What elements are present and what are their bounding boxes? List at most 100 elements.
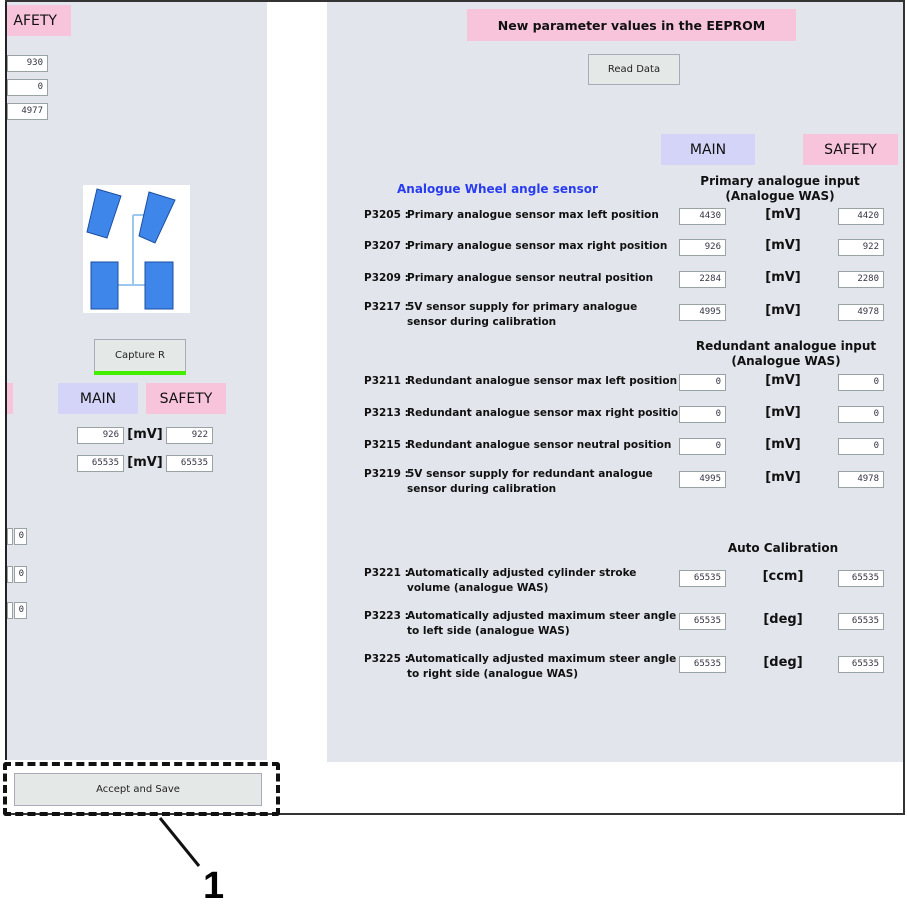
param-code: P3225 :: [364, 653, 409, 665]
unit-label: [mV]: [765, 405, 801, 420]
param-description: Redundant analogue sensor max left posit…: [407, 375, 678, 387]
param-description: Primary analogue sensor max right positi…: [407, 240, 668, 252]
header-line: Primary analogue input: [700, 174, 860, 188]
param-description: 5V sensor supply for redundant analogue: [407, 468, 653, 480]
callout-dashed-box: [3, 762, 280, 816]
param-description: Automatically adjusted cylinder stroke: [407, 567, 637, 579]
safety-value-field[interactable]: 922: [838, 239, 884, 256]
param-description: 5V sensor supply for primary analogue: [407, 301, 638, 313]
main-value-field[interactable]: 2284: [679, 271, 726, 288]
main-value-field[interactable]: 0: [679, 406, 726, 423]
main-value-field[interactable]: 4995: [679, 471, 726, 488]
main-value-field[interactable]: 0: [679, 374, 726, 391]
safety-value-field[interactable]: 65535: [838, 656, 884, 673]
param-description: sensor during calibration: [407, 316, 557, 328]
main-value-field[interactable]: 0: [679, 438, 726, 455]
main-value-field[interactable]: 65535: [679, 570, 726, 587]
eeprom-title: New parameter values in the EEPROM: [467, 9, 796, 41]
safety-label: SAFETY: [803, 134, 898, 165]
param-code: P3219 :: [364, 468, 409, 480]
unit-label: [mV]: [765, 303, 801, 318]
value-field[interactable]: 930: [7, 55, 48, 72]
param-description: Automatically adjusted maximum steer ang…: [407, 653, 677, 665]
safety-label-partial: AFETY: [7, 5, 71, 36]
param-code: P3215 :: [364, 439, 409, 451]
unit-label: [deg]: [763, 612, 803, 627]
param-code: P3223 :: [364, 610, 409, 622]
partial-field[interactable]: [7, 566, 13, 583]
safety-value-field[interactable]: 2280: [838, 271, 884, 288]
main-value-field[interactable]: 4430: [679, 208, 726, 225]
partial-field[interactable]: [7, 528, 13, 545]
callout-number: 1: [203, 865, 225, 907]
accept-and-save-button[interactable]: Accept and Save: [14, 773, 262, 806]
unit-label: [deg]: [763, 655, 803, 670]
main-value-field[interactable]: 65535: [679, 656, 726, 673]
redundant-input-header: Redundant analogue input (Analogue WAS): [686, 339, 886, 369]
param-description: to left side (analogue WAS): [407, 625, 570, 637]
main-value-field[interactable]: 65535: [77, 455, 124, 472]
main-value-field[interactable]: 926: [77, 427, 124, 444]
unit-label: [mV]: [127, 455, 163, 470]
param-code: P3209 :: [364, 272, 409, 284]
safety-label: SAFETY: [146, 383, 226, 414]
main-label: MAIN: [661, 134, 755, 165]
param-description: volume (analogue WAS): [407, 582, 549, 594]
header-line: (Analogue WAS): [725, 189, 835, 203]
param-description: sensor during calibration: [407, 483, 557, 495]
safety-value-field[interactable]: 922: [166, 427, 213, 444]
param-code: P3207 :: [364, 240, 409, 252]
safety-value-field[interactable]: 4420: [838, 208, 884, 225]
safety-value-field[interactable]: 65535: [166, 455, 213, 472]
small-value-field[interactable]: 0: [14, 566, 27, 583]
small-value-field[interactable]: 0: [14, 602, 27, 619]
header-line: Redundant analogue input: [695, 339, 877, 353]
unit-label: [mV]: [765, 470, 801, 485]
right-panel: [327, 2, 903, 762]
param-description: Primary analogue sensor neutral position: [407, 272, 654, 284]
pink-label-partial: [7, 383, 13, 414]
safety-value-field[interactable]: 4978: [838, 471, 884, 488]
param-code: P3213 :: [364, 407, 409, 419]
main-value-field[interactable]: 65535: [679, 613, 726, 630]
header-line: (Analogue WAS): [731, 354, 841, 368]
value-field[interactable]: 4977: [7, 103, 48, 120]
safety-value-field[interactable]: 65535: [838, 570, 884, 587]
unit-label: [mV]: [765, 373, 801, 388]
unit-label: [mV]: [127, 427, 163, 442]
safety-value-field[interactable]: 0: [838, 438, 884, 455]
param-code: P3221 :: [364, 567, 409, 579]
param-description: Redundant analogue sensor neutral positi…: [407, 439, 672, 451]
main-label: MAIN: [58, 383, 138, 414]
param-description: Redundant analogue sensor max right posi…: [407, 407, 686, 419]
small-value-field[interactable]: 0: [14, 528, 27, 545]
unit-label: [mV]: [765, 270, 801, 285]
param-description: Automatically adjusted maximum steer ang…: [407, 610, 677, 622]
unit-label: [mV]: [765, 437, 801, 452]
auto-calibration-header: Auto Calibration: [727, 541, 839, 555]
unit-label: [mV]: [765, 238, 801, 253]
safety-value-field[interactable]: 4978: [838, 304, 884, 321]
capture-indicator: [94, 371, 186, 375]
window-frame: [5, 0, 905, 815]
partial-field[interactable]: [7, 602, 13, 619]
safety-value-field[interactable]: 65535: [838, 613, 884, 630]
param-description: Primary analogue sensor max left positio…: [407, 209, 659, 221]
read-data-button[interactable]: Read Data: [588, 54, 680, 85]
main-value-field[interactable]: 926: [679, 239, 726, 256]
main-value-field[interactable]: 4995: [679, 304, 726, 321]
left-panel: [5, 0, 267, 760]
unit-label: [mV]: [765, 207, 801, 222]
param-code: P3217 :: [364, 301, 409, 313]
param-description: to right side (analogue WAS): [407, 668, 579, 680]
section-title: Analogue Wheel angle sensor: [397, 182, 598, 196]
param-code: P3205 :: [364, 209, 409, 221]
param-code: P3211 :: [364, 375, 409, 387]
unit-label: [ccm]: [762, 569, 804, 584]
safety-value-field[interactable]: 0: [838, 374, 884, 391]
safety-value-field[interactable]: 0: [838, 406, 884, 423]
wheel-diagram-icon: [83, 185, 190, 313]
value-field[interactable]: 0: [7, 79, 48, 96]
primary-input-header: Primary analogue input (Analogue WAS): [680, 174, 880, 204]
